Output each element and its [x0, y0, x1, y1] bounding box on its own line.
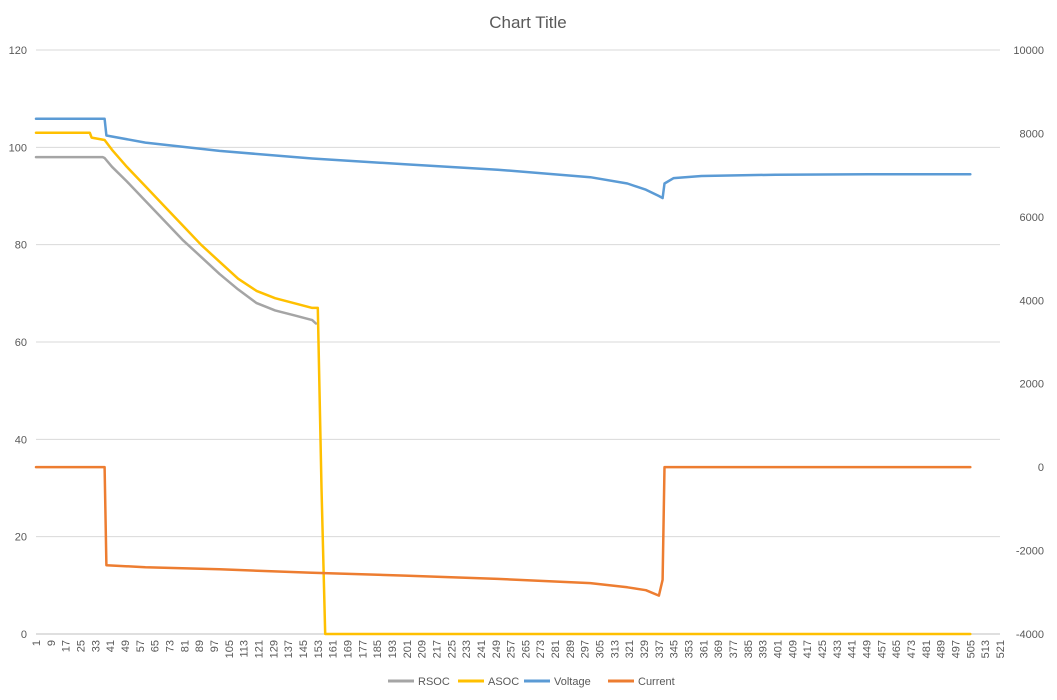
x-tick-label: 153 [313, 640, 325, 658]
x-tick-label: 25 [75, 640, 87, 652]
x-tick-label: 481 [921, 640, 933, 658]
x-tick-label: 137 [283, 640, 295, 658]
x-tick-label: 417 [802, 640, 814, 658]
x-tick-label: 241 [476, 640, 488, 658]
left-y-tick-label: 100 [9, 142, 27, 154]
x-tick-label: 1 [31, 640, 43, 646]
x-tick-label: 513 [980, 640, 992, 658]
series-line-current [34, 465, 972, 597]
x-tick-label: 57 [135, 640, 147, 652]
x-tick-label: 201 [402, 640, 414, 658]
x-tick-label: 305 [595, 640, 607, 658]
x-tick-label: 9 [46, 640, 58, 646]
x-tick-label: 281 [550, 640, 562, 658]
left-y-tick-label: 60 [15, 337, 27, 349]
left-y-tick-label: 40 [15, 434, 27, 446]
x-tick-label: 177 [357, 640, 369, 658]
left-y-tick-label: 20 [15, 532, 27, 544]
x-tick-label: 89 [194, 640, 206, 652]
x-tick-label: 105 [224, 640, 236, 658]
x-tick-label: 449 [862, 640, 874, 658]
right-y-axis: -4000 -2000 0 2000 4000 6000 8000 10000 [1013, 45, 1044, 641]
gridlines [36, 49, 1000, 635]
x-tick-label: 33 [90, 640, 102, 652]
x-tick-label: 249 [491, 640, 503, 658]
right-y-tick-label: 0 [1038, 462, 1044, 474]
x-tick-label: 257 [506, 640, 518, 658]
x-tick-label: 81 [179, 640, 191, 652]
x-tick-label: 161 [328, 640, 340, 658]
x-tick-label: 433 [832, 640, 844, 658]
x-tick-label: 473 [906, 640, 918, 658]
x-tick-label: 65 [150, 640, 162, 652]
x-tick-label: 361 [698, 640, 710, 658]
x-tick-label: 497 [951, 640, 963, 658]
right-y-tick-label: -4000 [1016, 629, 1044, 641]
series-lines [34, 117, 972, 636]
x-tick-label: 465 [891, 640, 903, 658]
series-line-voltage [34, 117, 972, 200]
x-tick-label: 393 [758, 640, 770, 658]
x-tick-label: 329 [639, 640, 651, 658]
x-tick-label: 377 [728, 640, 740, 658]
x-tick-label: 145 [298, 640, 310, 658]
left-y-tick-label: 0 [21, 629, 27, 641]
series-line-asoc [34, 131, 972, 636]
right-y-tick-label: 4000 [1020, 295, 1044, 307]
x-tick-label: 353 [684, 640, 696, 658]
x-tick-label: 193 [387, 640, 399, 658]
right-y-tick-label: 8000 [1020, 128, 1044, 140]
x-tick-label: 185 [372, 640, 384, 658]
x-tick-label: 441 [847, 640, 859, 658]
chart-title: Chart Title [489, 13, 566, 32]
legend-label-current: Current [638, 676, 675, 688]
x-tick-label: 169 [342, 640, 354, 658]
right-y-tick-label: 6000 [1020, 212, 1044, 224]
x-tick-label: 369 [713, 640, 725, 658]
x-tick-label: 97 [209, 640, 221, 652]
legend-label-voltage: Voltage [554, 676, 591, 688]
left-y-axis: 0 20 40 60 80 100 120 [9, 45, 27, 641]
x-tick-label: 337 [654, 640, 666, 658]
series-line-rsoc [34, 155, 318, 325]
x-tick-label: 505 [965, 640, 977, 658]
x-axis: 1 9 17 25 33 41 49 57 65 73 81 89 97 105 113 121 129 137 1… [31, 640, 1007, 658]
x-tick-label: 17 [61, 640, 73, 652]
x-tick-label: 217 [431, 640, 443, 658]
x-tick-label: 121 [253, 640, 265, 658]
x-tick-label: 129 [268, 640, 280, 658]
x-tick-label: 345 [669, 640, 681, 658]
x-tick-label: 521 [995, 640, 1007, 658]
left-y-tick-label: 80 [15, 240, 27, 252]
x-tick-label: 209 [417, 640, 429, 658]
x-tick-label: 289 [565, 640, 577, 658]
legend-label-asoc: ASOC [488, 676, 519, 688]
x-tick-label: 265 [520, 640, 532, 658]
right-y-tick-label: 10000 [1013, 45, 1044, 57]
x-tick-label: 113 [239, 640, 251, 658]
x-tick-label: 313 [609, 640, 621, 658]
x-tick-label: 409 [787, 640, 799, 658]
x-tick-label: 49 [120, 640, 132, 652]
right-y-tick-label: 2000 [1020, 379, 1044, 391]
x-tick-label: 321 [624, 640, 636, 658]
x-tick-label: 457 [876, 640, 888, 658]
right-y-tick-label: -2000 [1016, 546, 1044, 558]
x-tick-label: 233 [461, 640, 473, 658]
x-tick-label: 385 [743, 640, 755, 658]
x-tick-label: 225 [446, 640, 458, 658]
x-tick-label: 73 [164, 640, 176, 652]
x-tick-label: 273 [535, 640, 547, 658]
x-tick-label: 489 [936, 640, 948, 658]
x-tick-label: 297 [580, 640, 592, 658]
x-tick-label: 401 [773, 640, 785, 658]
legend-label-rsoc: RSOC [418, 676, 450, 688]
legend: RSOC ASOC Voltage Current [388, 676, 675, 688]
x-tick-label: 425 [817, 640, 829, 658]
left-y-tick-label: 120 [9, 45, 27, 57]
x-tick-label: 41 [105, 640, 117, 652]
